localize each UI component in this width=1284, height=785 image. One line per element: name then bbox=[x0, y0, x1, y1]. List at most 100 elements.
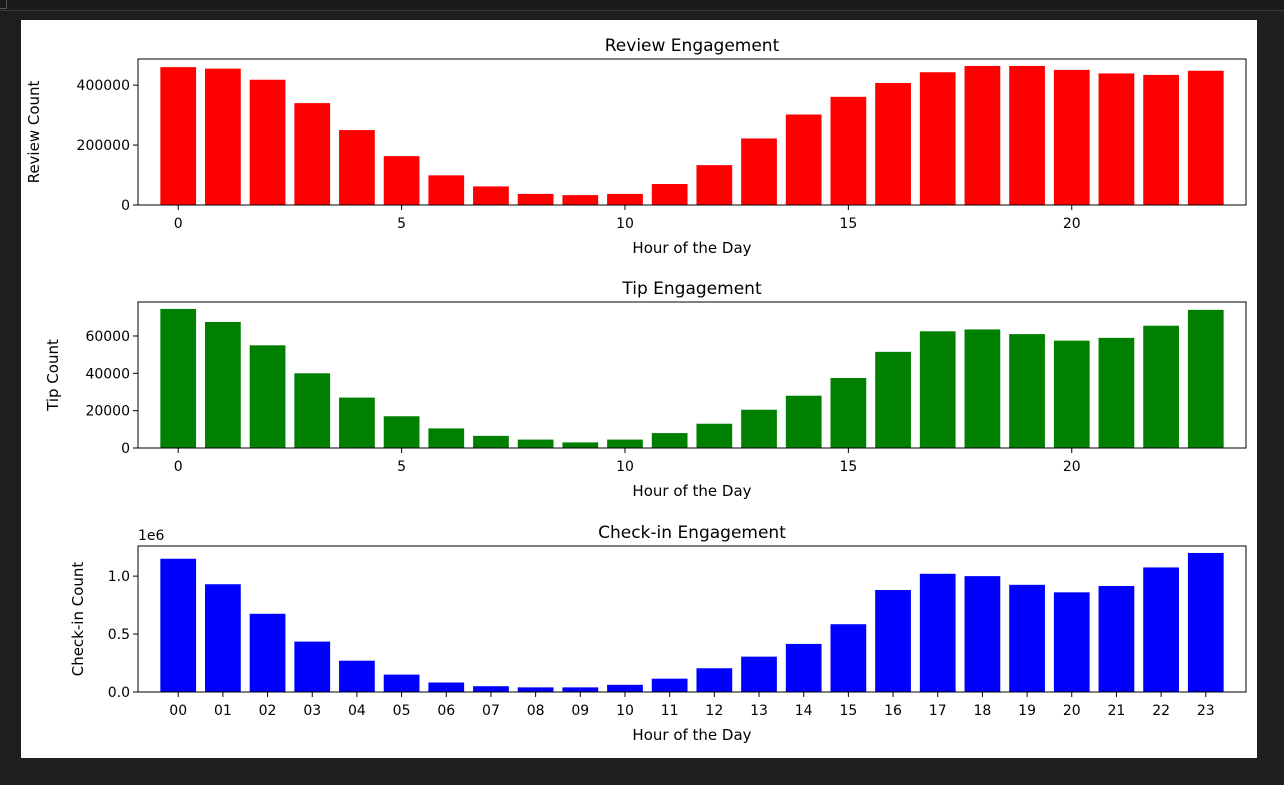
checkin-bar bbox=[160, 558, 197, 692]
checkin-x-tick-label: 05 bbox=[393, 703, 411, 719]
tip-x-tick-label: 10 bbox=[616, 459, 634, 475]
checkin-bar bbox=[830, 624, 867, 692]
tip-bar bbox=[785, 395, 822, 448]
review-bar bbox=[517, 193, 554, 205]
window-corner-mark bbox=[0, 0, 7, 9]
tip-bar bbox=[607, 439, 643, 448]
checkin-y-tick-label: 0.5 bbox=[108, 627, 130, 643]
review-bar bbox=[1187, 70, 1224, 205]
checkin-x-tick-label: 01 bbox=[214, 703, 232, 719]
tip-x-tick-label: 0 bbox=[174, 459, 183, 475]
review-bar bbox=[830, 96, 867, 205]
checkin-x-tick-label: 06 bbox=[437, 703, 455, 719]
checkin-bar bbox=[383, 674, 420, 692]
review-bar bbox=[205, 68, 241, 206]
checkin-y-offset-label: 1e6 bbox=[138, 528, 165, 544]
review-bar bbox=[607, 193, 643, 205]
review-bar bbox=[741, 138, 777, 205]
tip-bar bbox=[1098, 337, 1135, 448]
checkin-x-tick-label: 03 bbox=[303, 703, 321, 719]
window-top-bar bbox=[0, 0, 1284, 11]
checkin-bar bbox=[875, 590, 911, 692]
checkin-x-tick-label: 09 bbox=[571, 703, 589, 719]
checkin-x-tick-label: 15 bbox=[839, 703, 857, 719]
tip-bar bbox=[294, 373, 331, 448]
tip-bar bbox=[964, 329, 1001, 448]
checkin-bar bbox=[294, 641, 331, 692]
review-bar bbox=[964, 65, 1001, 205]
checkin-bar bbox=[249, 613, 286, 692]
checkin-chart: 0.0 0.5 1.0 00 01 02 03 04 05 06 07 08 09 10 11 12 13 14 1… bbox=[69, 523, 1247, 744]
tip-bar bbox=[830, 377, 867, 448]
tip-bar bbox=[696, 423, 733, 448]
review-y-tick-label: 200000 bbox=[77, 138, 130, 154]
tip-bar bbox=[919, 331, 956, 448]
checkin-bar bbox=[607, 684, 643, 692]
review-y-tick-label: 400000 bbox=[77, 78, 130, 94]
review-x-tick-label: 20 bbox=[1063, 216, 1081, 232]
review-axes-frame bbox=[137, 58, 1247, 206]
checkin-x-tick-label: 08 bbox=[527, 703, 545, 719]
checkin-x-tick-label: 20 bbox=[1063, 703, 1081, 719]
tip-x-tick-label: 15 bbox=[839, 459, 857, 475]
checkin-bar bbox=[473, 686, 509, 692]
review-chart-title: Review Engagement bbox=[605, 36, 780, 56]
checkin-bar bbox=[205, 584, 241, 692]
review-bar bbox=[919, 72, 956, 205]
review-chart: 0 200000 400000 0 5 10 15 20 Review Engagement Ho… bbox=[25, 36, 1247, 257]
review-x-tick-label: 10 bbox=[616, 216, 634, 232]
review-x-tick-label: 0 bbox=[174, 216, 183, 232]
figure-canvas: 0 200000 400000 0 5 10 15 20 Review Engagement Ho… bbox=[21, 20, 1257, 758]
review-bar bbox=[249, 79, 286, 205]
checkin-bar bbox=[517, 687, 554, 692]
review-bar bbox=[651, 184, 688, 205]
checkin-x-tick-label: 16 bbox=[884, 703, 902, 719]
review-x-tick-label: 5 bbox=[397, 216, 406, 232]
review-y-axis-label: Review Count bbox=[25, 80, 43, 183]
review-bar bbox=[473, 186, 509, 205]
checkin-x-tick-label: 22 bbox=[1152, 703, 1170, 719]
checkin-x-tick-label: 13 bbox=[750, 703, 768, 719]
review-bar bbox=[294, 103, 331, 205]
review-bar bbox=[696, 165, 733, 205]
checkin-x-tick-label: 12 bbox=[705, 703, 723, 719]
checkin-bar bbox=[964, 576, 1001, 692]
review-bar bbox=[562, 195, 599, 205]
tip-bar bbox=[205, 321, 241, 448]
checkin-x-axis-label: Hour of the Day bbox=[632, 726, 751, 744]
checkin-x-tick-label: 02 bbox=[259, 703, 277, 719]
checkin-x-tick-label: 10 bbox=[616, 703, 634, 719]
checkin-y-axis-label: Check-in Count bbox=[69, 562, 87, 677]
tip-y-tick-label: 40000 bbox=[85, 366, 130, 382]
tip-bar bbox=[1009, 334, 1045, 448]
checkin-x-tick-label: 21 bbox=[1108, 703, 1126, 719]
tip-x-tick-label: 5 bbox=[397, 459, 406, 475]
tip-bar bbox=[517, 439, 554, 448]
checkin-bar bbox=[1053, 592, 1090, 692]
checkin-x-tick-label: 23 bbox=[1197, 703, 1215, 719]
checkin-bar bbox=[741, 656, 777, 692]
tip-bar bbox=[562, 442, 599, 448]
tip-x-tick-label: 20 bbox=[1063, 459, 1081, 475]
checkin-x-tick-label: 04 bbox=[348, 703, 366, 719]
checkin-bar bbox=[428, 682, 465, 692]
checkin-y-tick-label: 0.0 bbox=[108, 685, 130, 701]
checkin-bar bbox=[1009, 584, 1045, 692]
checkin-x-tick-label: 14 bbox=[795, 703, 813, 719]
review-bar bbox=[428, 175, 465, 205]
tip-bar bbox=[651, 433, 688, 448]
tip-bar bbox=[383, 416, 420, 448]
checkin-y-tick-label: 1.0 bbox=[108, 569, 130, 585]
checkin-x-tick-label: 00 bbox=[169, 703, 187, 719]
review-bar bbox=[1143, 74, 1179, 205]
checkin-bar bbox=[339, 660, 375, 692]
checkin-bar bbox=[562, 687, 599, 692]
checkin-bar bbox=[1143, 567, 1179, 692]
review-bar bbox=[875, 83, 911, 205]
tip-bar bbox=[249, 345, 286, 448]
checkin-x-tick-label: 17 bbox=[929, 703, 947, 719]
checkin-x-tick-label: 19 bbox=[1018, 703, 1036, 719]
tip-axes-frame bbox=[137, 301, 1247, 449]
checkin-bar bbox=[1098, 585, 1135, 692]
